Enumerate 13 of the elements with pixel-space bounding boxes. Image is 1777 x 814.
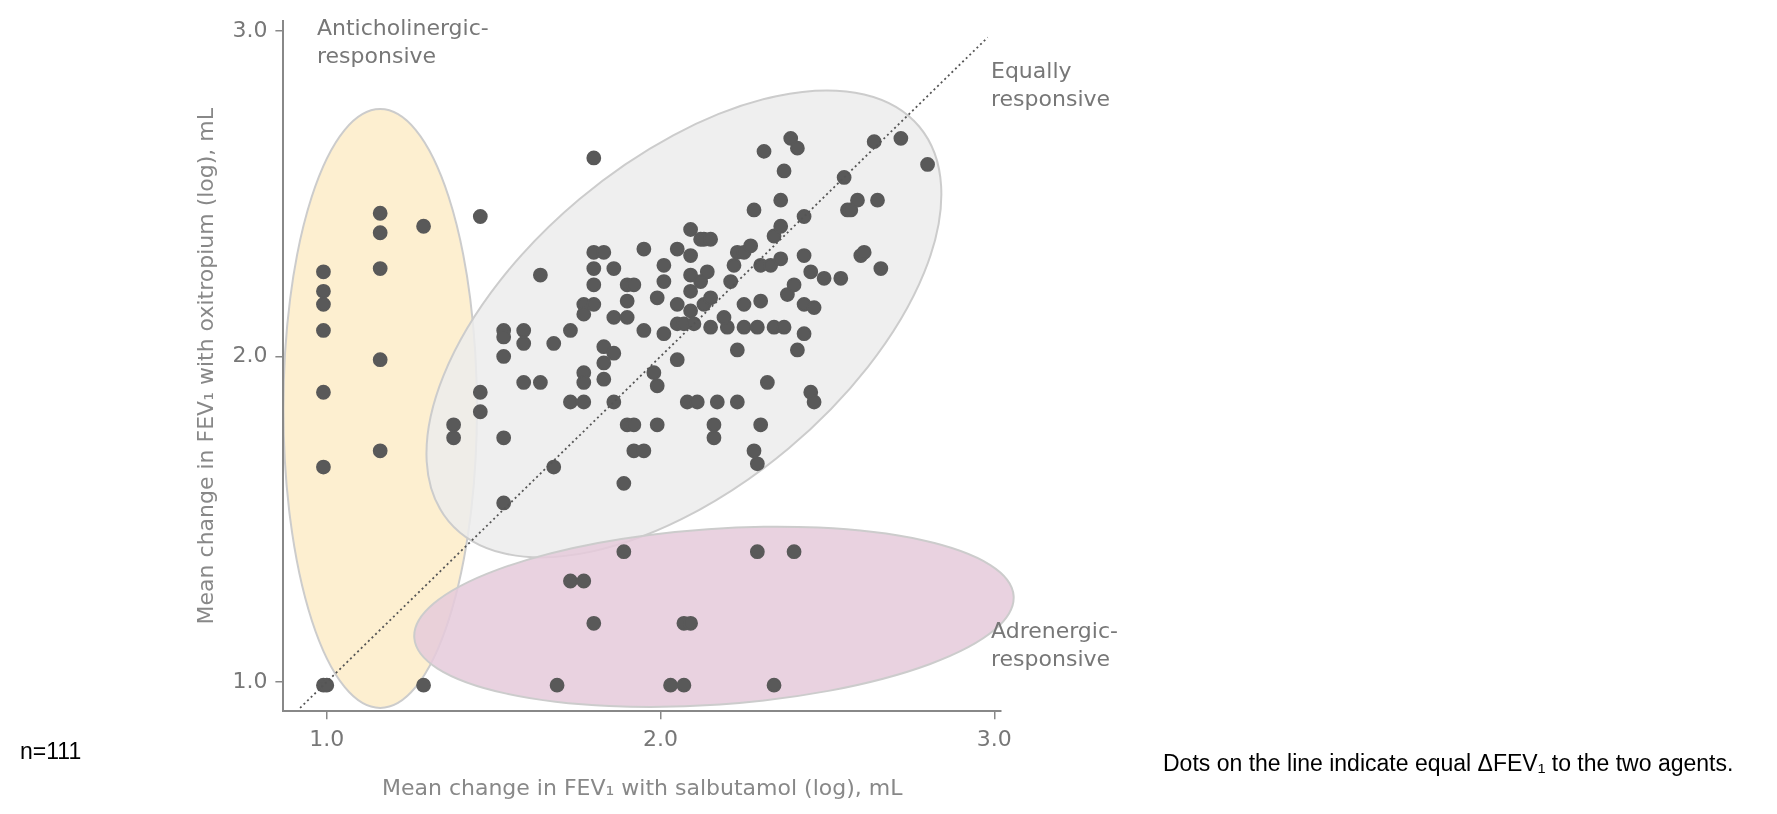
x-tick-label: 1.0	[309, 726, 345, 752]
annotation: Adrenergic-responsive	[991, 617, 1118, 673]
x-axis-title: Mean change in FEV₁ with salbutamol (log), mL	[381, 774, 904, 800]
y-axis-title: Mean change in FEV₁ with oxitropium (log), mL	[192, 107, 218, 625]
annotation: Anticholinergic-responsive	[317, 14, 489, 70]
annotation: Equally responsive	[991, 57, 1111, 113]
text: n=111	[20, 738, 82, 764]
x-tick-label: 2.0	[643, 726, 679, 752]
y-tick-label: 2.0	[232, 342, 268, 368]
x-tick-label: 3.0	[976, 726, 1012, 752]
text: Dots on the line indicate equal ΔFEV₁ to the two agents.	[1163, 750, 1735, 776]
y-tick-label: 1.0	[232, 667, 268, 693]
y-tick-label: 3.0	[232, 16, 268, 42]
